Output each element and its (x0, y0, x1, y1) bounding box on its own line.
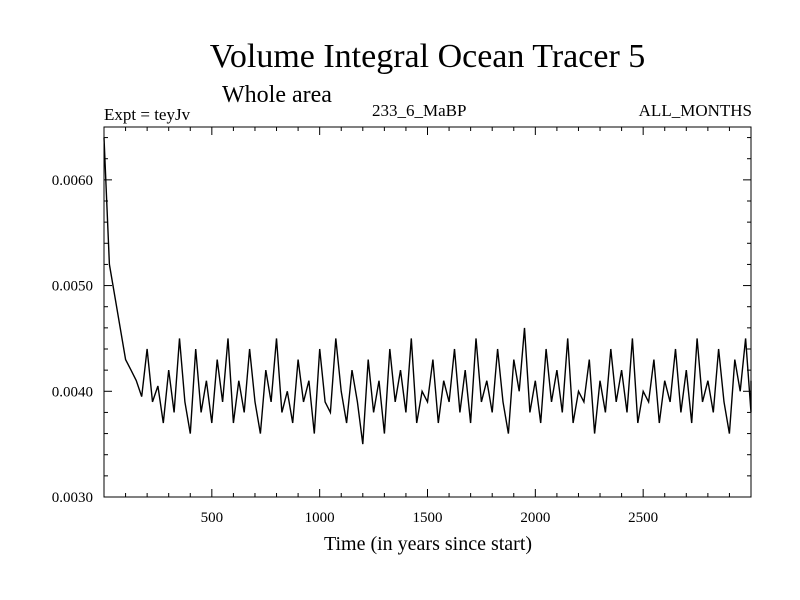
period-label: ALL_MONTHS (638, 101, 752, 120)
x-tick-label: 1500 (413, 510, 443, 526)
y-tick-label: 0.0030 (52, 490, 93, 506)
chart-subtitle: Whole area (222, 82, 332, 108)
experiment-label: Expt = teyJv (104, 105, 191, 124)
y-tick-labels: 0.0030 0.0040 0.0050 0.0060 (52, 173, 93, 506)
axis-ticks (104, 127, 751, 497)
y-tick-label: 0.0040 (52, 384, 93, 400)
run-label: 233_6_MaBP (372, 101, 467, 120)
x-tick-label: 500 (201, 510, 224, 526)
x-tick-label: 2500 (628, 510, 658, 526)
x-axis-label: Time (in years since start) (324, 533, 532, 555)
x-tick-labels: 500 1000 1500 2000 2500 (201, 510, 659, 526)
y-tick-label: 0.0050 (52, 279, 93, 295)
x-tick-label: 2000 (520, 510, 550, 526)
chart-title: Volume Integral Ocean Tracer 5 (209, 38, 646, 75)
plot-frame (103, 126, 752, 498)
x-tick-label: 1000 (305, 510, 335, 526)
series-line (103, 137, 752, 445)
y-tick-label: 0.0060 (52, 173, 93, 189)
